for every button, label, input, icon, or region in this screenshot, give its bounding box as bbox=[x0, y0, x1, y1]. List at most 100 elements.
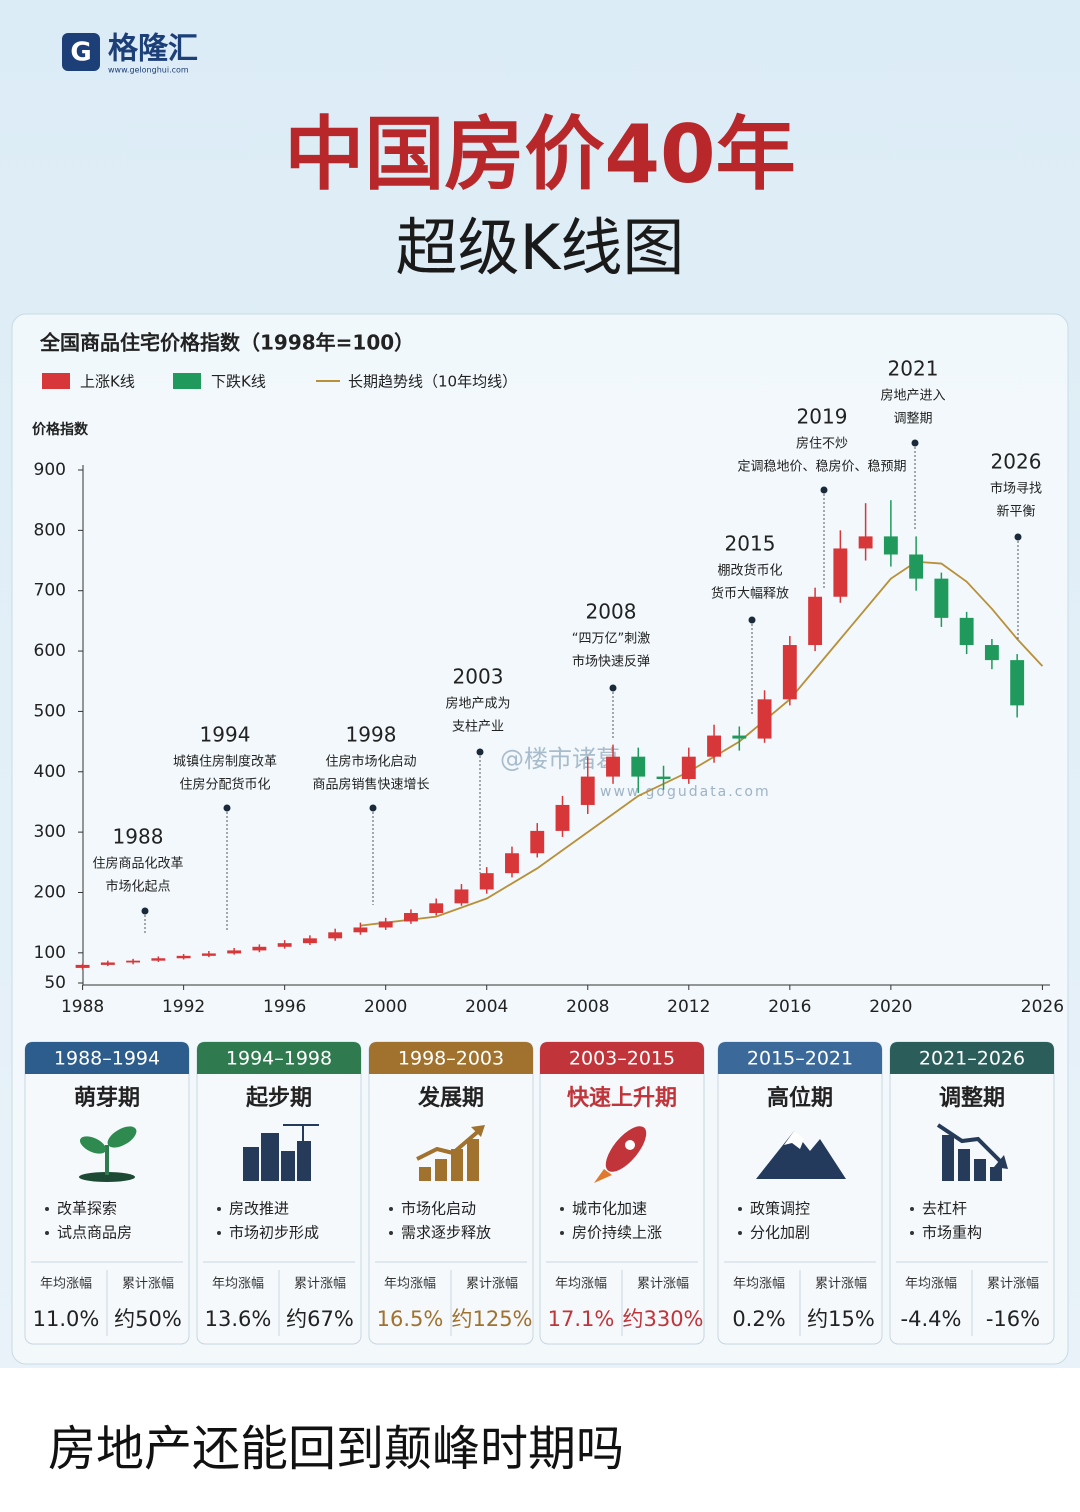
candle-body bbox=[808, 596, 823, 646]
annotation-dot bbox=[820, 486, 828, 494]
card-title: 快速上升期 bbox=[567, 1085, 677, 1111]
candle-body bbox=[252, 946, 267, 951]
bullet-dot bbox=[217, 1207, 221, 1211]
stat-label: 累计涨幅 bbox=[294, 1277, 346, 1292]
annotation-text: 城镇住房制度改革 bbox=[173, 754, 277, 770]
stat-label: 年均涨幅 bbox=[212, 1277, 264, 1292]
card-bullet: 政策调控 bbox=[750, 1200, 810, 1218]
icon-part bbox=[107, 1126, 137, 1148]
icon-part bbox=[79, 1136, 107, 1154]
stat-label: 年均涨幅 bbox=[40, 1277, 92, 1292]
icon-part bbox=[958, 1149, 970, 1181]
annotation-text: “四万亿”刺激 bbox=[572, 632, 650, 647]
candle-body bbox=[606, 756, 620, 777]
card-bullet: 市场重构 bbox=[922, 1224, 982, 1242]
annotation-text: 棚改货币化 bbox=[717, 563, 782, 579]
annotation-dot bbox=[748, 616, 756, 624]
candle-body bbox=[833, 548, 848, 597]
card-bullet: 分化加剧 bbox=[750, 1224, 810, 1242]
icon-part bbox=[297, 1141, 311, 1181]
stat-value: 约330% bbox=[622, 1307, 703, 1331]
y-tick-label: 600 bbox=[34, 641, 66, 661]
annotation-text: 住房商品化改革 bbox=[92, 856, 183, 872]
card-range: 1988–1994 bbox=[54, 1048, 160, 1070]
card-bullet: 城市化加速 bbox=[572, 1200, 647, 1218]
annotation-text: 市场快速反弹 bbox=[572, 654, 650, 670]
y-tick-label: 800 bbox=[34, 520, 66, 540]
icon-part bbox=[756, 1131, 846, 1179]
card-icon bbox=[936, 1123, 1008, 1181]
icon-part bbox=[435, 1159, 447, 1181]
candle-body bbox=[858, 536, 873, 549]
card-range: 2021–2026 bbox=[919, 1048, 1025, 1070]
candle-body bbox=[1010, 660, 1025, 706]
icon-part bbox=[625, 1140, 635, 1150]
annotation-dot bbox=[911, 439, 919, 447]
y-tick-label: 900 bbox=[34, 460, 66, 480]
candle-body bbox=[984, 645, 999, 661]
card-range: 1998–2003 bbox=[398, 1048, 504, 1070]
caption-area bbox=[0, 1368, 1080, 1512]
annotation-year: 2008 bbox=[586, 600, 637, 624]
subtitle: 超级K线图 bbox=[396, 211, 685, 284]
x-tick-label: 2004 bbox=[465, 997, 508, 1017]
candle-body bbox=[909, 554, 924, 579]
stat-label: 年均涨幅 bbox=[384, 1277, 436, 1292]
icon-part bbox=[79, 1172, 135, 1182]
stat-value: 17.1% bbox=[548, 1307, 615, 1331]
icon-part bbox=[594, 1169, 612, 1183]
candle-body bbox=[757, 699, 772, 739]
card-header bbox=[718, 1042, 882, 1074]
stat-value: 11.0% bbox=[33, 1307, 100, 1331]
y-tick-label: 100 bbox=[34, 943, 66, 963]
stat-label: 累计涨幅 bbox=[466, 1277, 518, 1292]
icon-part bbox=[990, 1167, 1002, 1181]
annotation-year: 2021 bbox=[888, 357, 939, 381]
annotation-text: 住房市场化启动 bbox=[325, 754, 416, 770]
card-bullet: 市场初步形成 bbox=[229, 1224, 319, 1242]
legend-label: 上涨K线 bbox=[80, 373, 135, 391]
stat-value: 0.2% bbox=[732, 1307, 785, 1331]
annotation-year: 2026 bbox=[991, 450, 1042, 474]
icon-part bbox=[281, 1151, 295, 1181]
candle-body bbox=[429, 903, 444, 913]
card-bullet: 改革探索 bbox=[57, 1200, 117, 1218]
annotation-dot bbox=[141, 907, 149, 915]
chart-title: 全国商品住宅价格指数（1998年=100） bbox=[39, 331, 414, 355]
candle-body bbox=[75, 964, 90, 968]
bullet-dot bbox=[389, 1207, 393, 1211]
watermark: www.gogudata.com bbox=[600, 784, 771, 800]
icon-part bbox=[467, 1139, 479, 1181]
bullet-dot bbox=[45, 1207, 49, 1211]
bullet-dot bbox=[910, 1207, 914, 1211]
annotation-text: 新平衡 bbox=[996, 504, 1035, 520]
bullet-dot bbox=[738, 1207, 742, 1211]
candle-body bbox=[732, 735, 747, 739]
card-bullet: 市场化启动 bbox=[401, 1200, 476, 1218]
y-tick-label: 300 bbox=[34, 822, 66, 842]
annotation-text: 市场寻找 bbox=[990, 481, 1042, 497]
watermark: @楼市诸葛 bbox=[500, 745, 620, 773]
candle-body bbox=[302, 938, 317, 944]
candle-body bbox=[505, 853, 519, 874]
stat-value: 16.5% bbox=[377, 1307, 444, 1331]
bullet-dot bbox=[738, 1231, 742, 1235]
icon-part bbox=[261, 1133, 279, 1181]
icon-part bbox=[994, 1155, 1008, 1169]
card-header bbox=[890, 1042, 1054, 1074]
card-range: 2015–2021 bbox=[747, 1048, 853, 1070]
card-title: 起步期 bbox=[245, 1085, 312, 1111]
annotation-year: 1994 bbox=[200, 723, 251, 747]
x-tick-label: 2026 bbox=[1021, 997, 1064, 1017]
icon-part bbox=[942, 1135, 954, 1181]
icon-part bbox=[605, 1126, 647, 1172]
candle-body bbox=[934, 578, 949, 618]
annotation-text: 商品房销售快速增长 bbox=[312, 777, 429, 793]
bullet-dot bbox=[217, 1231, 221, 1235]
card-range: 2003–2015 bbox=[569, 1048, 675, 1070]
bullet-dot bbox=[910, 1231, 914, 1235]
card-title: 高位期 bbox=[767, 1085, 833, 1111]
annotation-text: 房住不炒 bbox=[796, 436, 848, 452]
card-icon bbox=[243, 1124, 319, 1181]
